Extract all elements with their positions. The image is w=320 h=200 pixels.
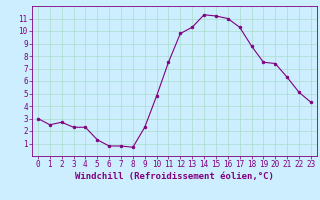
X-axis label: Windchill (Refroidissement éolien,°C): Windchill (Refroidissement éolien,°C) bbox=[75, 172, 274, 181]
